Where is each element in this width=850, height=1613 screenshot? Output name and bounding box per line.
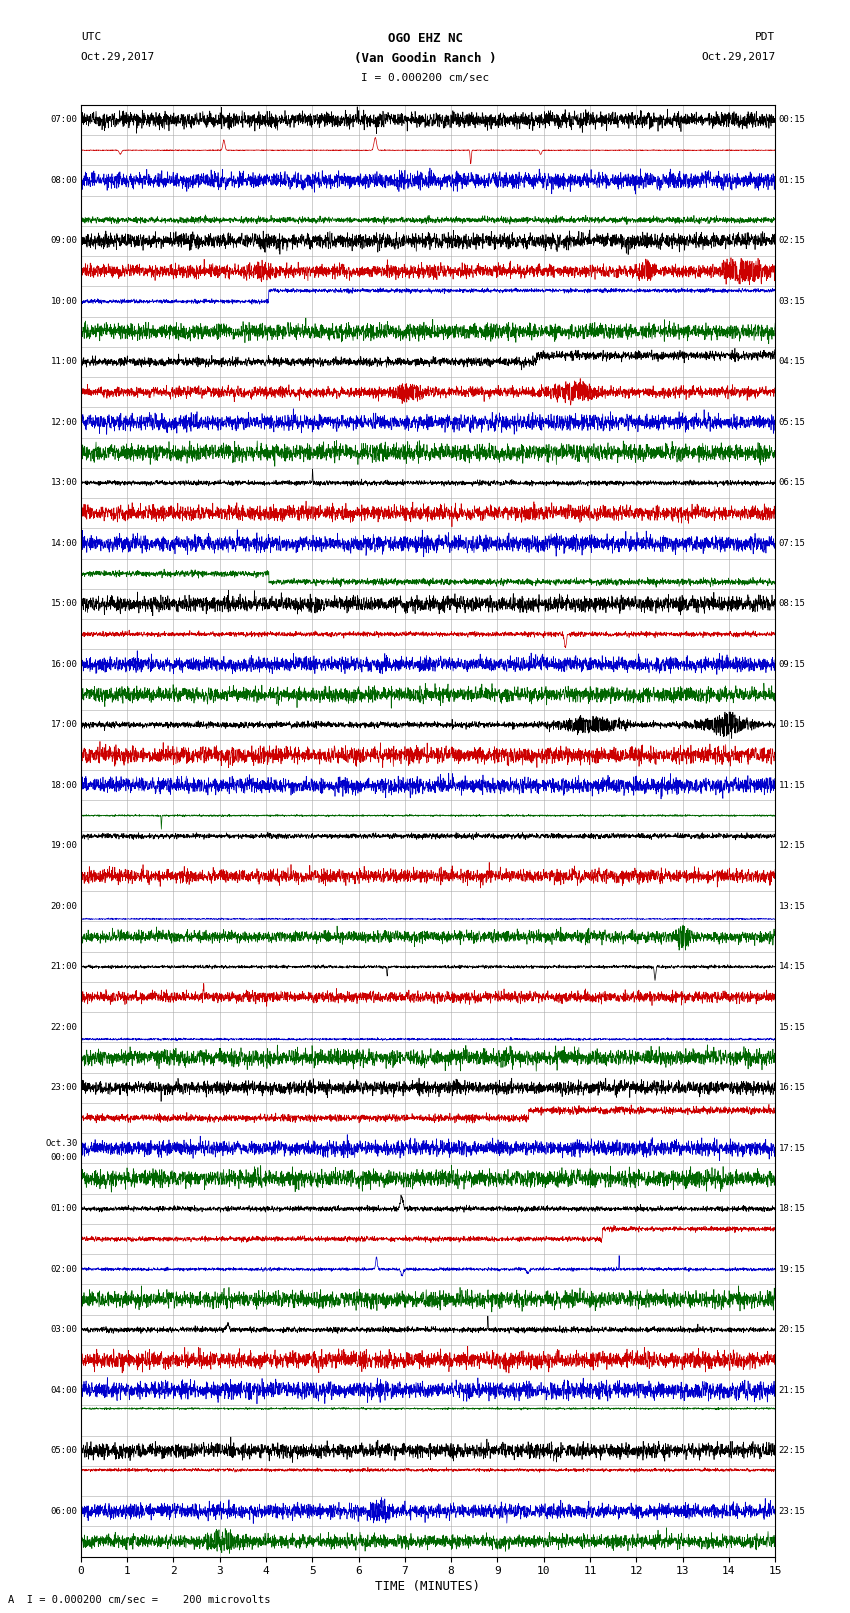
Text: 00:15: 00:15 (779, 116, 806, 124)
Text: 05:15: 05:15 (779, 418, 806, 427)
Text: 20:15: 20:15 (779, 1326, 806, 1334)
Text: 05:00: 05:00 (50, 1447, 77, 1455)
Text: Oct.29,2017: Oct.29,2017 (701, 52, 775, 61)
Text: 15:15: 15:15 (779, 1023, 806, 1032)
Text: UTC: UTC (81, 32, 101, 42)
Text: 12:00: 12:00 (50, 418, 77, 427)
Text: 03:00: 03:00 (50, 1326, 77, 1334)
Text: 07:00: 07:00 (50, 116, 77, 124)
Text: 00:00: 00:00 (50, 1153, 77, 1163)
Text: 18:15: 18:15 (779, 1205, 806, 1213)
Text: 08:00: 08:00 (50, 176, 77, 185)
Text: (Van Goodin Ranch ): (Van Goodin Ranch ) (354, 52, 496, 65)
Text: 13:00: 13:00 (50, 479, 77, 487)
Text: 14:15: 14:15 (779, 963, 806, 971)
Text: I = 0.000200 cm/sec: I = 0.000200 cm/sec (361, 73, 489, 82)
Text: 01:15: 01:15 (779, 176, 806, 185)
Text: 06:00: 06:00 (50, 1507, 77, 1516)
Text: 04:15: 04:15 (779, 358, 806, 366)
Text: 17:00: 17:00 (50, 721, 77, 729)
Text: 23:00: 23:00 (50, 1084, 77, 1092)
Text: 01:00: 01:00 (50, 1205, 77, 1213)
Text: 10:00: 10:00 (50, 297, 77, 306)
Text: 21:00: 21:00 (50, 963, 77, 971)
Text: OGO EHZ NC: OGO EHZ NC (388, 32, 462, 45)
Text: 03:15: 03:15 (779, 297, 806, 306)
Text: 17:15: 17:15 (779, 1144, 806, 1153)
Text: 09:00: 09:00 (50, 237, 77, 245)
Text: 02:15: 02:15 (779, 237, 806, 245)
Text: 11:00: 11:00 (50, 358, 77, 366)
Text: 06:15: 06:15 (779, 479, 806, 487)
Text: 12:15: 12:15 (779, 842, 806, 850)
Text: 14:00: 14:00 (50, 539, 77, 548)
Text: 08:15: 08:15 (779, 600, 806, 608)
Text: 21:15: 21:15 (779, 1386, 806, 1395)
Text: Oct.29,2017: Oct.29,2017 (81, 52, 155, 61)
Text: 16:15: 16:15 (779, 1084, 806, 1092)
Text: 20:00: 20:00 (50, 902, 77, 911)
Text: 09:15: 09:15 (779, 660, 806, 669)
X-axis label: TIME (MINUTES): TIME (MINUTES) (376, 1581, 480, 1594)
Text: PDT: PDT (755, 32, 775, 42)
Text: Oct.30: Oct.30 (45, 1139, 77, 1148)
Text: 18:00: 18:00 (50, 781, 77, 790)
Text: 10:15: 10:15 (779, 721, 806, 729)
Text: 13:15: 13:15 (779, 902, 806, 911)
Text: 07:15: 07:15 (779, 539, 806, 548)
Text: 19:00: 19:00 (50, 842, 77, 850)
Text: A  I = 0.000200 cm/sec =    200 microvolts: A I = 0.000200 cm/sec = 200 microvolts (8, 1595, 271, 1605)
Text: 02:00: 02:00 (50, 1265, 77, 1274)
Text: 16:00: 16:00 (50, 660, 77, 669)
Text: 04:00: 04:00 (50, 1386, 77, 1395)
Text: 22:15: 22:15 (779, 1447, 806, 1455)
Text: 11:15: 11:15 (779, 781, 806, 790)
Text: 23:15: 23:15 (779, 1507, 806, 1516)
Text: 15:00: 15:00 (50, 600, 77, 608)
Text: 19:15: 19:15 (779, 1265, 806, 1274)
Text: 22:00: 22:00 (50, 1023, 77, 1032)
